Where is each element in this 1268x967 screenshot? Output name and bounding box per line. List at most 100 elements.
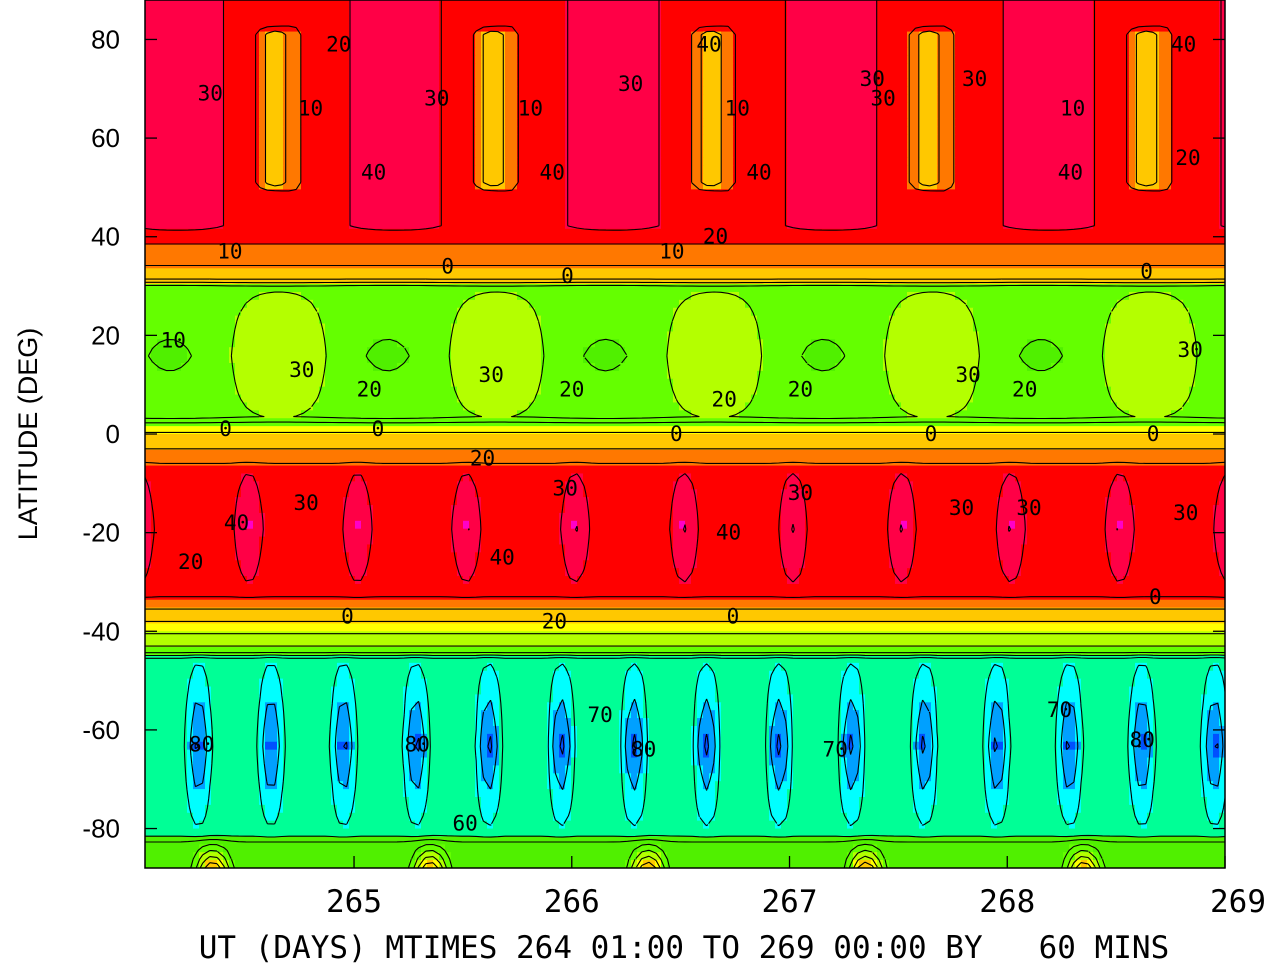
contour-fill-cell — [565, 213, 662, 222]
contour-fill-cell — [877, 165, 908, 175]
contour-fill-cell — [205, 773, 212, 782]
contour-fill-cell — [439, 205, 566, 214]
contour-fill-cell — [283, 718, 332, 727]
contour-fill-cell — [877, 205, 1004, 214]
contour-fill-cell — [259, 733, 266, 743]
contour-fill-cell — [937, 39, 956, 48]
contour-fill-cell — [1009, 520, 1016, 530]
contour-fill-cell — [259, 773, 266, 782]
contour-fill-cell — [643, 741, 650, 751]
contour-fill-cell — [787, 86, 878, 96]
contour-label: 70 — [587, 703, 612, 727]
contour-fill-cell — [145, 789, 188, 798]
contour-fill-cell — [847, 725, 860, 735]
contour-fill-cell — [265, 702, 278, 711]
contour-fill-cell — [997, 505, 1022, 514]
contour-fill-cell — [721, 165, 734, 175]
contour-label: 20 — [178, 550, 203, 574]
contour-fill-cell — [937, 118, 956, 127]
contour-fill-cell — [349, 47, 440, 56]
contour-fill-cell — [145, 804, 188, 814]
contour-fill-cell — [793, 702, 842, 711]
contour-fill-cell — [619, 718, 626, 727]
contour-fill-cell — [409, 765, 422, 774]
contour-fill-cell — [259, 47, 266, 56]
contour-fill-cell — [559, 741, 566, 751]
y-axis-label: LATITUDE (DEG) — [13, 328, 43, 541]
contour-fill-cell — [241, 568, 260, 577]
contour-fill-cell — [859, 686, 914, 695]
contour-fill-cell — [427, 710, 476, 719]
contour-fill-cell — [283, 765, 332, 774]
contour-fill-cell — [223, 0, 350, 9]
contour-fill-cell — [349, 662, 410, 672]
contour-fill-cell — [1135, 718, 1148, 727]
contour-fill-cell — [1093, 31, 1130, 41]
contour-fill-cell — [589, 520, 674, 530]
contour-fill-cell — [721, 773, 770, 782]
contour-label: 80 — [189, 733, 214, 757]
contour-fill-cell — [439, 213, 566, 222]
contour-label: 20 — [1012, 378, 1037, 402]
contour-fill-cell — [547, 773, 560, 782]
contour-fill-cell — [673, 394, 752, 404]
contour-fill-cell — [1171, 102, 1220, 112]
contour-fill-cell — [787, 710, 794, 719]
contour-fill-cell — [1135, 804, 1154, 814]
contour-fill-cell — [205, 702, 212, 711]
contour-fill-cell — [703, 149, 722, 159]
contour-fill-cell — [439, 181, 476, 190]
contour-fill-cell — [421, 812, 482, 822]
contour-fill-cell — [247, 299, 314, 309]
contour-fill-cell — [145, 276, 1225, 285]
contour-fill-cell — [691, 157, 704, 167]
contour-fill-cell — [541, 355, 584, 364]
contour-fill-cell — [451, 505, 482, 514]
contour-fill-cell — [1219, 662, 1225, 672]
contour-label: 30 — [289, 358, 314, 382]
contour-fill-cell — [565, 110, 662, 119]
contour-fill-cell — [889, 560, 914, 569]
contour-fill-cell — [1219, 126, 1225, 135]
contour-fill-cell — [1021, 355, 1064, 364]
contour-fill-cell — [883, 347, 980, 356]
contour-fill-cell — [661, 852, 668, 861]
contour-fill-cell — [259, 126, 266, 135]
contour-fill-cell — [259, 165, 266, 175]
contour-fill-cell — [907, 181, 920, 190]
contour-fill-cell — [151, 481, 242, 490]
contour-fill-cell — [1135, 94, 1160, 104]
contour-fill-cell — [439, 173, 476, 183]
contour-fill-cell — [1135, 733, 1142, 743]
contour-fill-cell — [757, 386, 890, 396]
contour-fill-cell — [145, 457, 1225, 467]
contour-fill-cell — [151, 497, 236, 506]
contour-fill-cell — [367, 552, 458, 561]
contour-fill-cell — [1009, 757, 1058, 767]
y-tick-label: 60 — [91, 123, 120, 153]
contour-fill-cell — [283, 126, 302, 135]
contour-fill-cell — [481, 63, 506, 72]
contour-fill-cell — [859, 773, 866, 782]
contour-fill-cell — [913, 773, 920, 782]
contour-fill-cell — [505, 86, 518, 96]
contour-fill-cell — [277, 741, 284, 751]
contour-fill-cell — [853, 820, 920, 830]
contour-fill-cell — [481, 733, 488, 743]
contour-fill-cell — [475, 142, 482, 151]
contour-fill-cell — [559, 702, 566, 711]
contour-fill-cell — [877, 78, 908, 88]
contour-fill-cell — [751, 307, 896, 317]
contour-fill-cell — [769, 796, 788, 806]
contour-fill-cell — [985, 796, 1010, 806]
contour-fill-cell — [499, 741, 548, 751]
contour-fill-cell — [1183, 299, 1225, 309]
contour-label: 40 — [489, 545, 514, 569]
contour-fill-cell — [499, 796, 554, 806]
contour-fill-cell — [1075, 765, 1082, 774]
contour-fill-cell — [445, 844, 638, 853]
contour-fill-cell — [841, 355, 884, 364]
contour-fill-cell — [283, 796, 332, 806]
contour-fill-cell — [1153, 741, 1202, 751]
